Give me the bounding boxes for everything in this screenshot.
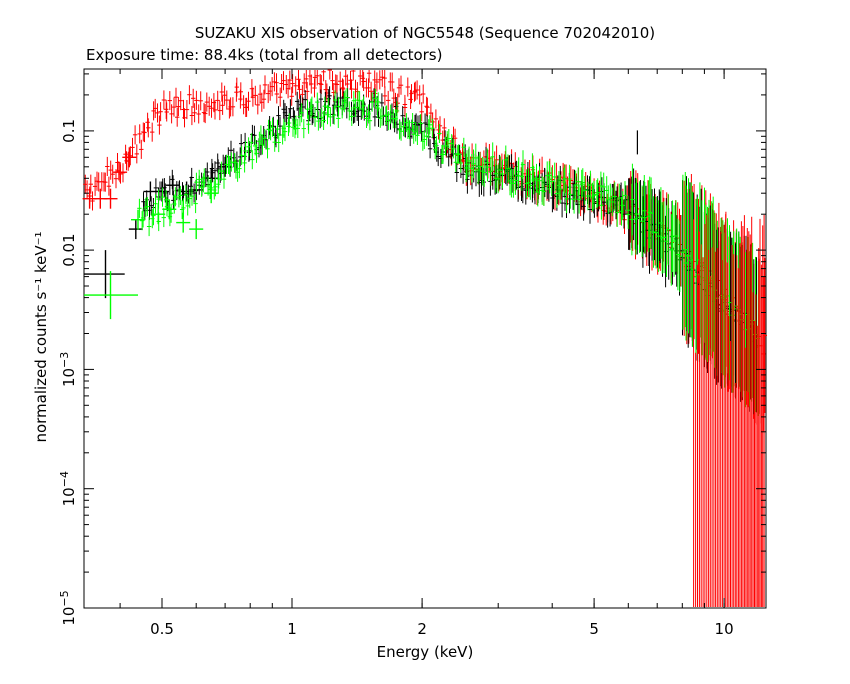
y-tick-label-4: 10−5 bbox=[58, 590, 79, 625]
y-tick-label-4-exponent: −5 bbox=[58, 590, 71, 606]
x-axis-label: Energy (keV) bbox=[377, 643, 474, 661]
y-axis-label: normalized counts s⁻¹ keV⁻¹ bbox=[32, 231, 50, 442]
x-tick-label-1: 1 bbox=[287, 620, 297, 638]
axis-layer: 0.5 1 2 5 10 0.1 0.01 10−3 10−4 10−5 bbox=[58, 69, 766, 638]
y-tick-label-2-exponent: −3 bbox=[58, 352, 71, 368]
chart-subtitle: Exposure time: 88.4ks (total from all de… bbox=[86, 46, 442, 64]
chart-title: SUZAKU XIS observation of NGC5548 (Seque… bbox=[195, 24, 655, 42]
series-1-group bbox=[84, 86, 759, 415]
y-tick-label-0: 0.1 bbox=[60, 119, 78, 143]
y-tick-label-1: 0.01 bbox=[60, 233, 78, 266]
x-tick-label-2: 2 bbox=[417, 620, 427, 638]
y-tick-label-2: 10−3 bbox=[58, 352, 79, 387]
high-energy-large-error-group bbox=[693, 214, 765, 607]
y-tick-label-3-exponent: −4 bbox=[58, 471, 71, 487]
plot-frame-layer bbox=[83, 68, 767, 609]
x-tick-label-3: 5 bbox=[589, 620, 599, 638]
data-layer bbox=[82, 69, 767, 607]
series-2-group bbox=[84, 88, 761, 416]
y-tick-label-3: 10−4 bbox=[58, 471, 79, 506]
plot-frame bbox=[83, 68, 767, 609]
x-tick-label-4: 10 bbox=[715, 620, 734, 638]
x-tick-label-0: 0.5 bbox=[150, 620, 174, 638]
